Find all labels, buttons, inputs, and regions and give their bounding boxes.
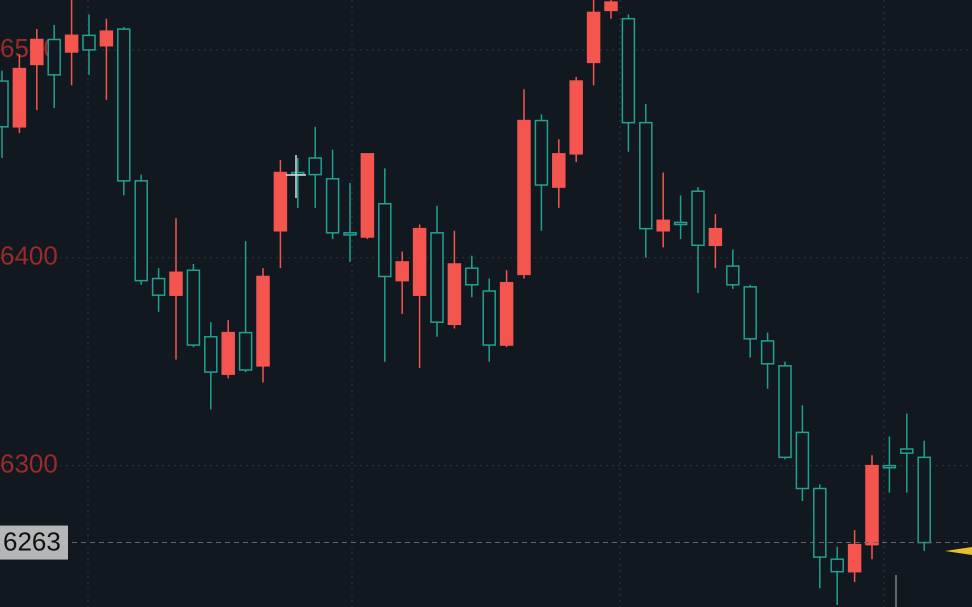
candle-body xyxy=(360,153,375,238)
candle-body xyxy=(151,277,166,296)
candle-body xyxy=(0,80,9,128)
candle-body xyxy=(743,286,757,340)
candle-body xyxy=(30,38,44,66)
candle-body xyxy=(256,275,270,367)
candle-body xyxy=(465,267,479,286)
candle-body xyxy=(795,431,810,490)
current-price-label: 6263 xyxy=(3,526,61,556)
candle-body xyxy=(447,263,462,326)
candle-body xyxy=(656,219,670,232)
candles xyxy=(0,0,931,605)
candle-body xyxy=(534,119,549,186)
price-label-box xyxy=(0,525,68,560)
candle-body xyxy=(395,261,409,282)
candle-body xyxy=(204,336,218,373)
candle-body xyxy=(847,543,862,573)
candle-body xyxy=(917,456,931,544)
candle-body xyxy=(186,269,201,346)
candle-body xyxy=(639,121,653,230)
candle-body xyxy=(673,221,688,226)
candle-body xyxy=(552,153,566,188)
time-grid xyxy=(87,0,885,607)
candle-body xyxy=(499,281,514,346)
candle-body xyxy=(378,202,392,278)
candle-body xyxy=(569,80,583,155)
candle-body xyxy=(169,271,183,296)
candle-body xyxy=(726,265,740,286)
candle-body xyxy=(325,178,340,234)
candle-body xyxy=(308,157,322,176)
candle-body xyxy=(760,340,775,365)
candle-body xyxy=(99,30,114,47)
candle-body xyxy=(47,38,61,76)
price-marker xyxy=(945,547,972,555)
candle-body xyxy=(238,331,253,371)
candle-body xyxy=(412,227,427,296)
candle-body xyxy=(12,67,27,128)
candle-body xyxy=(604,1,618,12)
candle-body xyxy=(813,487,827,558)
candle-body xyxy=(882,464,897,469)
overlay: 6263 xyxy=(0,155,972,560)
candle-body xyxy=(343,232,357,236)
candle-body xyxy=(691,190,705,247)
candle-body xyxy=(117,28,131,182)
candle-body xyxy=(586,11,601,64)
candle-body xyxy=(221,331,235,375)
candle-body xyxy=(778,365,792,459)
candle-body xyxy=(900,448,914,454)
candle-body xyxy=(517,119,531,276)
candle-body xyxy=(621,17,636,124)
candle-body xyxy=(865,464,879,546)
candle-body xyxy=(82,34,96,51)
candle-body xyxy=(273,171,288,232)
candle-body xyxy=(134,180,148,282)
candle-body xyxy=(830,558,844,573)
candle-body xyxy=(708,227,723,247)
candle-body xyxy=(482,290,496,346)
y-tick-label: 6300 xyxy=(0,449,58,479)
y-tick-label: 6400 xyxy=(0,241,58,271)
candle-body xyxy=(64,34,79,53)
candle-body xyxy=(430,232,444,323)
